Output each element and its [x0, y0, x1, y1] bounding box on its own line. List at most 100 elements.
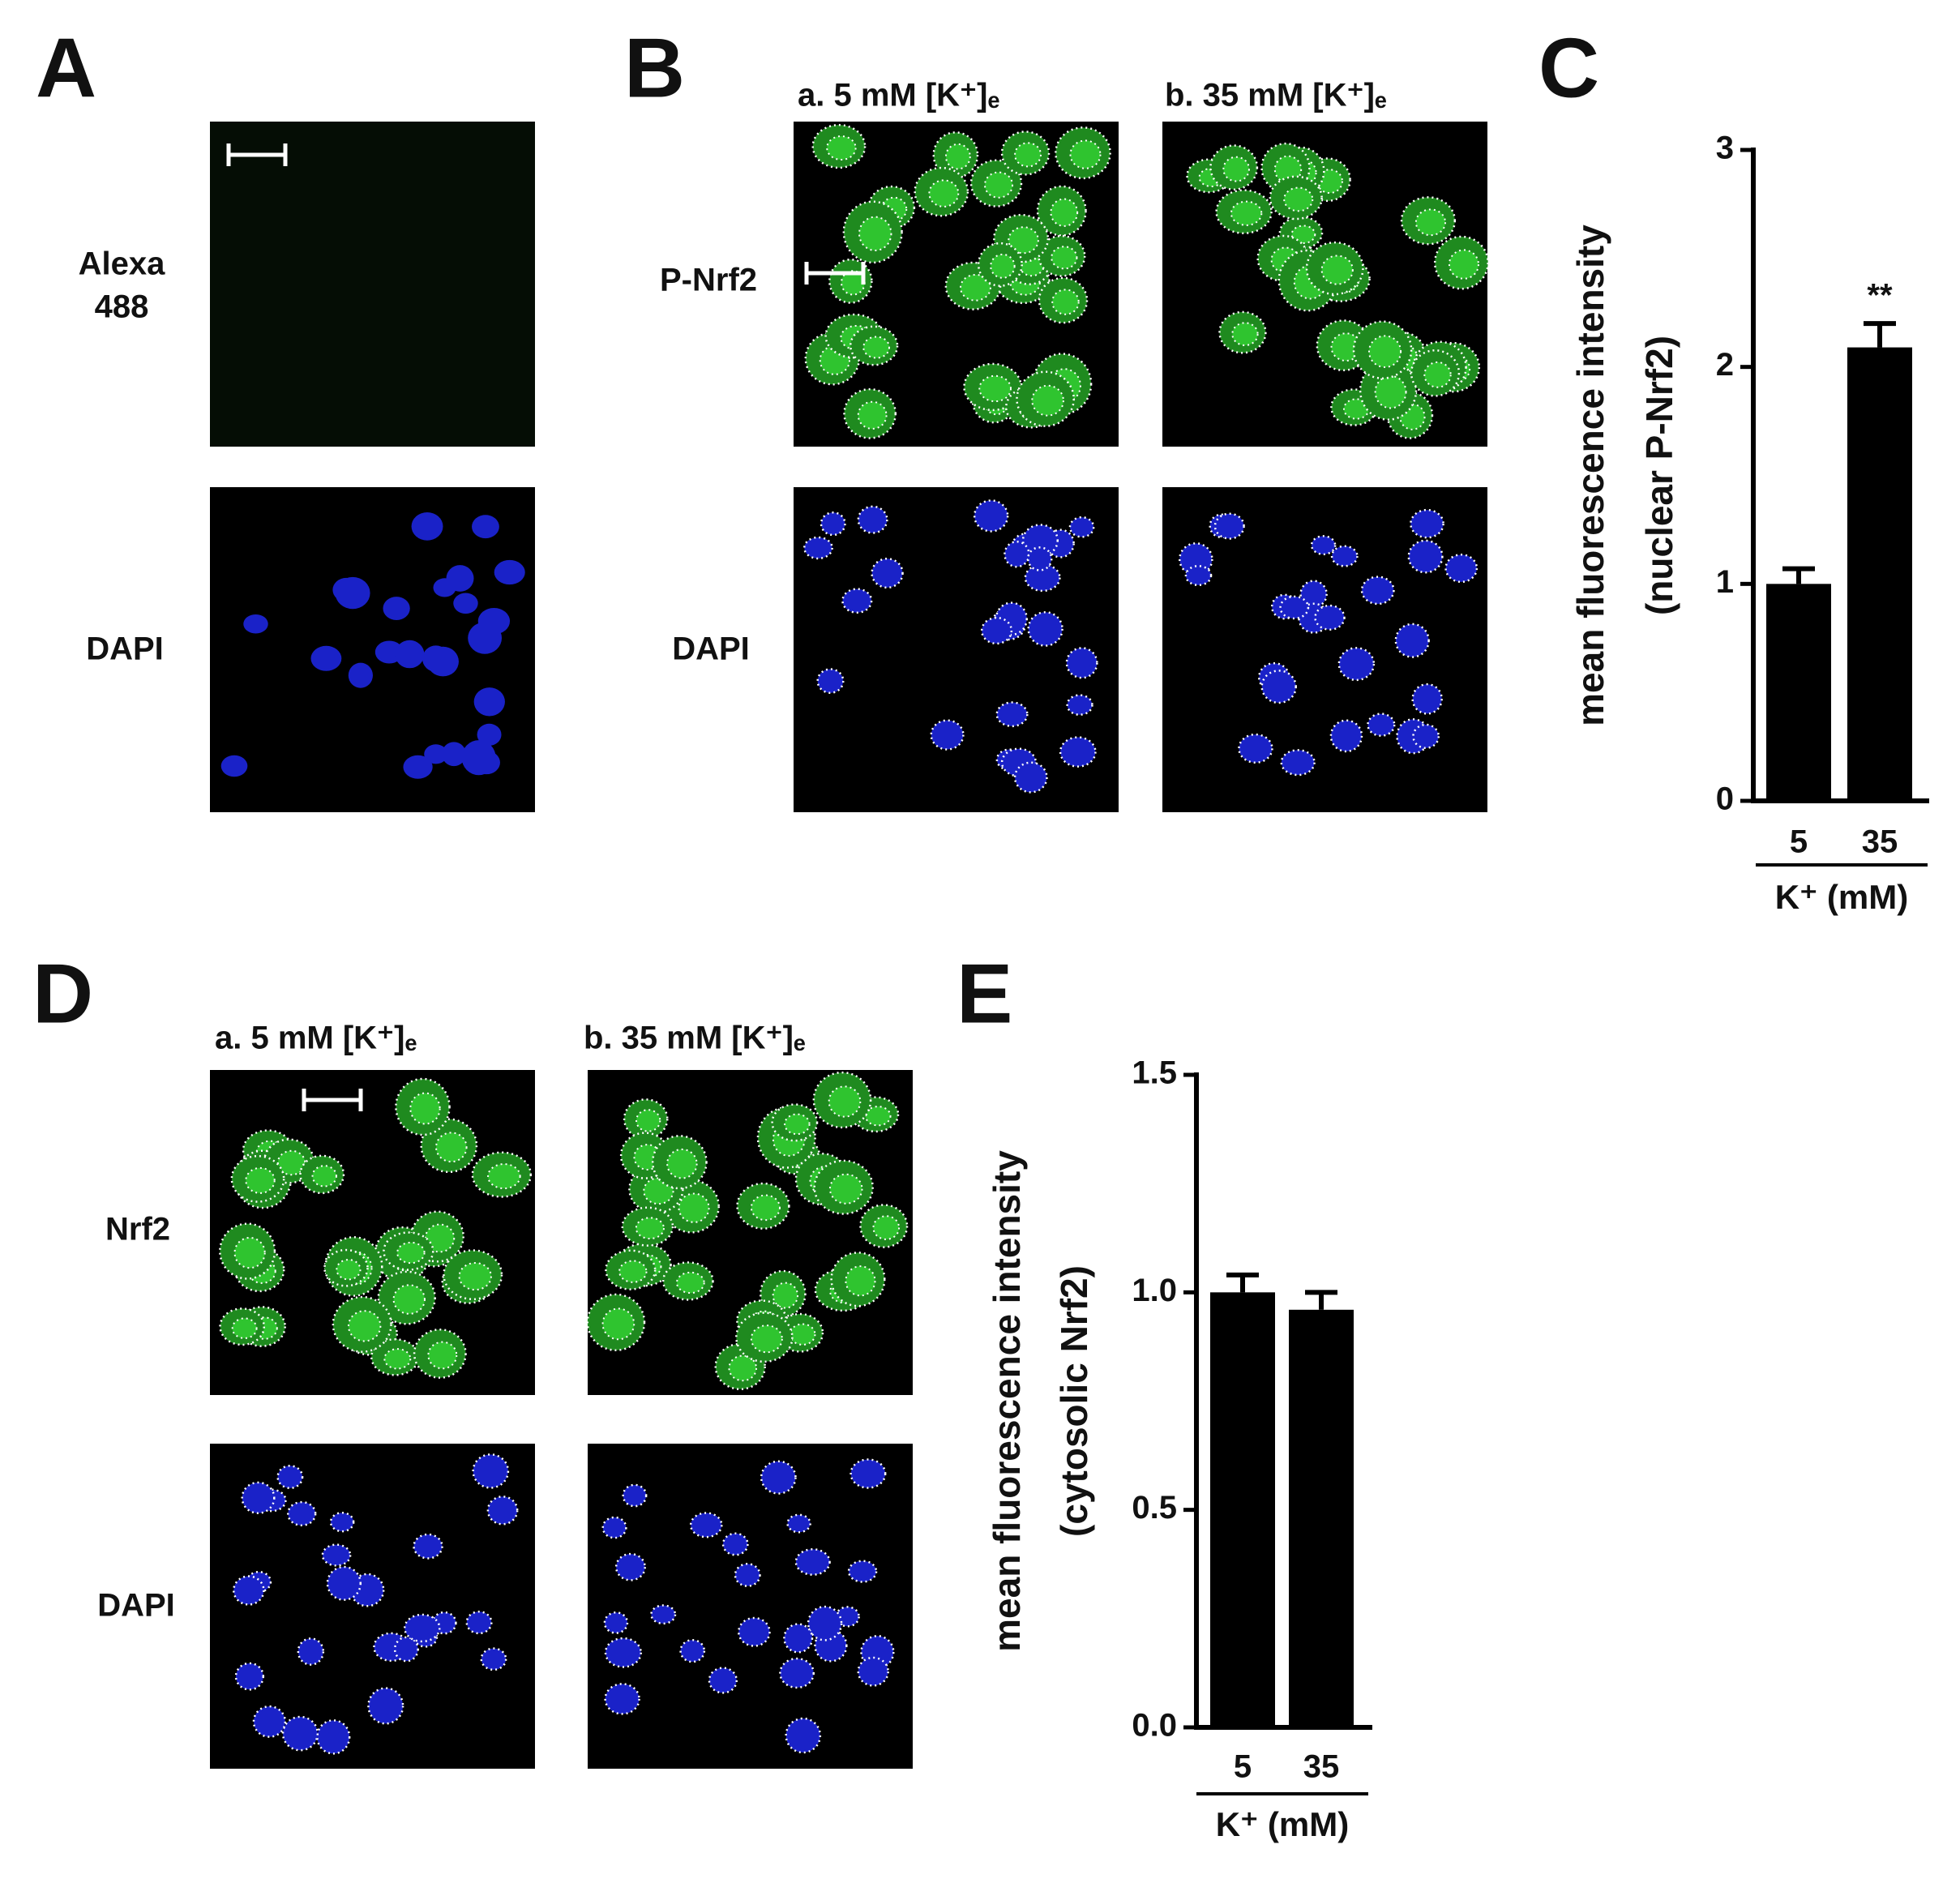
cell	[1444, 554, 1479, 584]
nucleus	[1222, 156, 1250, 182]
cell	[232, 1575, 265, 1606]
cell	[494, 559, 525, 585]
scale-bar	[302, 1089, 363, 1111]
nucleus	[750, 1194, 781, 1222]
nucleus	[1231, 322, 1259, 347]
cell	[794, 1548, 831, 1576]
nucleus	[336, 1259, 362, 1281]
cell	[276, 1465, 304, 1490]
nucleus	[1414, 208, 1447, 237]
bar	[1210, 1292, 1275, 1727]
cell	[404, 1613, 441, 1643]
cell	[930, 719, 965, 751]
cell	[367, 1687, 404, 1725]
panel-label: C	[1538, 21, 1599, 115]
cell	[803, 536, 833, 560]
cell	[816, 668, 845, 694]
y-tick-label: 0	[1716, 781, 1734, 817]
cell	[383, 597, 410, 620]
cell	[783, 1623, 814, 1654]
y-tick-label: 0.0	[1132, 1708, 1177, 1744]
cell	[1360, 576, 1395, 606]
column-header: a. 5 mM [K⁺]ₑ	[798, 78, 1000, 113]
row-label: Alexa	[79, 246, 165, 282]
cell	[721, 1532, 749, 1556]
scale-bar	[804, 262, 866, 285]
cell	[650, 1604, 677, 1625]
cell	[234, 1662, 265, 1691]
cell	[1330, 545, 1359, 567]
cell	[1412, 723, 1440, 750]
nucleus	[978, 374, 1012, 403]
nucleus	[245, 1166, 276, 1194]
cell	[433, 578, 456, 597]
column-header: a. 5 mM [K⁺]ₑ	[215, 1021, 417, 1056]
cell	[1411, 683, 1443, 715]
nucleus	[233, 1236, 266, 1269]
cell	[393, 1636, 419, 1663]
cell	[785, 1717, 822, 1754]
cell	[679, 1638, 706, 1663]
x-tick-label: 5	[1234, 1749, 1252, 1785]
cell	[760, 1460, 797, 1495]
nucleus	[1069, 139, 1102, 169]
nucleus	[862, 336, 891, 359]
cell	[411, 512, 443, 541]
micrograph	[1162, 487, 1487, 812]
nucleus	[396, 1241, 426, 1265]
nucleus	[618, 1260, 648, 1283]
cell	[1367, 713, 1396, 737]
cell	[1394, 623, 1430, 658]
y-axis-label: (cytosolic Nrf2)	[1053, 1265, 1095, 1537]
error-bar	[1226, 1272, 1259, 1293]
cell	[220, 755, 248, 777]
nucleus	[678, 1192, 710, 1223]
cell	[1260, 670, 1297, 704]
nucleus	[392, 1284, 426, 1315]
cell	[461, 740, 496, 776]
cell	[329, 1511, 355, 1533]
nucleus	[1051, 289, 1080, 315]
cell	[480, 1647, 507, 1671]
nucleus	[828, 1173, 863, 1205]
nucleus	[789, 1323, 816, 1346]
cell	[1280, 749, 1316, 777]
x-tick-label: 5	[1790, 824, 1808, 860]
nucleus	[944, 143, 971, 170]
cell	[614, 1552, 646, 1581]
nucleus	[311, 1165, 337, 1188]
nucleus	[231, 1317, 258, 1339]
nucleus	[276, 1149, 306, 1176]
cell	[413, 1533, 443, 1560]
cell	[477, 723, 502, 746]
cell	[1279, 595, 1310, 620]
cell	[1066, 694, 1093, 716]
cell	[348, 662, 373, 688]
nucleus	[1283, 186, 1314, 212]
cell	[857, 505, 888, 534]
cell	[252, 1705, 287, 1738]
y-axis-label: mean fluorescence intensity	[1569, 225, 1611, 726]
column-header: b. 35 mM [K⁺]ₑ	[584, 1021, 806, 1056]
cell	[820, 511, 846, 537]
cell	[424, 744, 448, 764]
nucleus	[666, 1148, 698, 1179]
bar	[1847, 347, 1912, 801]
nucleus	[845, 1265, 876, 1297]
cell	[287, 1500, 317, 1527]
cell	[1065, 647, 1098, 679]
cell	[1329, 719, 1363, 753]
nucleus	[857, 400, 888, 430]
cell	[1068, 516, 1095, 538]
y-tick-label: 0.5	[1132, 1490, 1177, 1526]
nucleus	[1051, 246, 1078, 270]
panel-label: D	[32, 947, 93, 1041]
cell	[1238, 733, 1273, 764]
panel-label: A	[36, 21, 96, 115]
nucleus	[675, 1271, 705, 1295]
nucleus	[928, 179, 960, 208]
cell	[427, 646, 459, 677]
nucleus	[1368, 335, 1402, 368]
row-label: DAPI	[672, 631, 750, 667]
